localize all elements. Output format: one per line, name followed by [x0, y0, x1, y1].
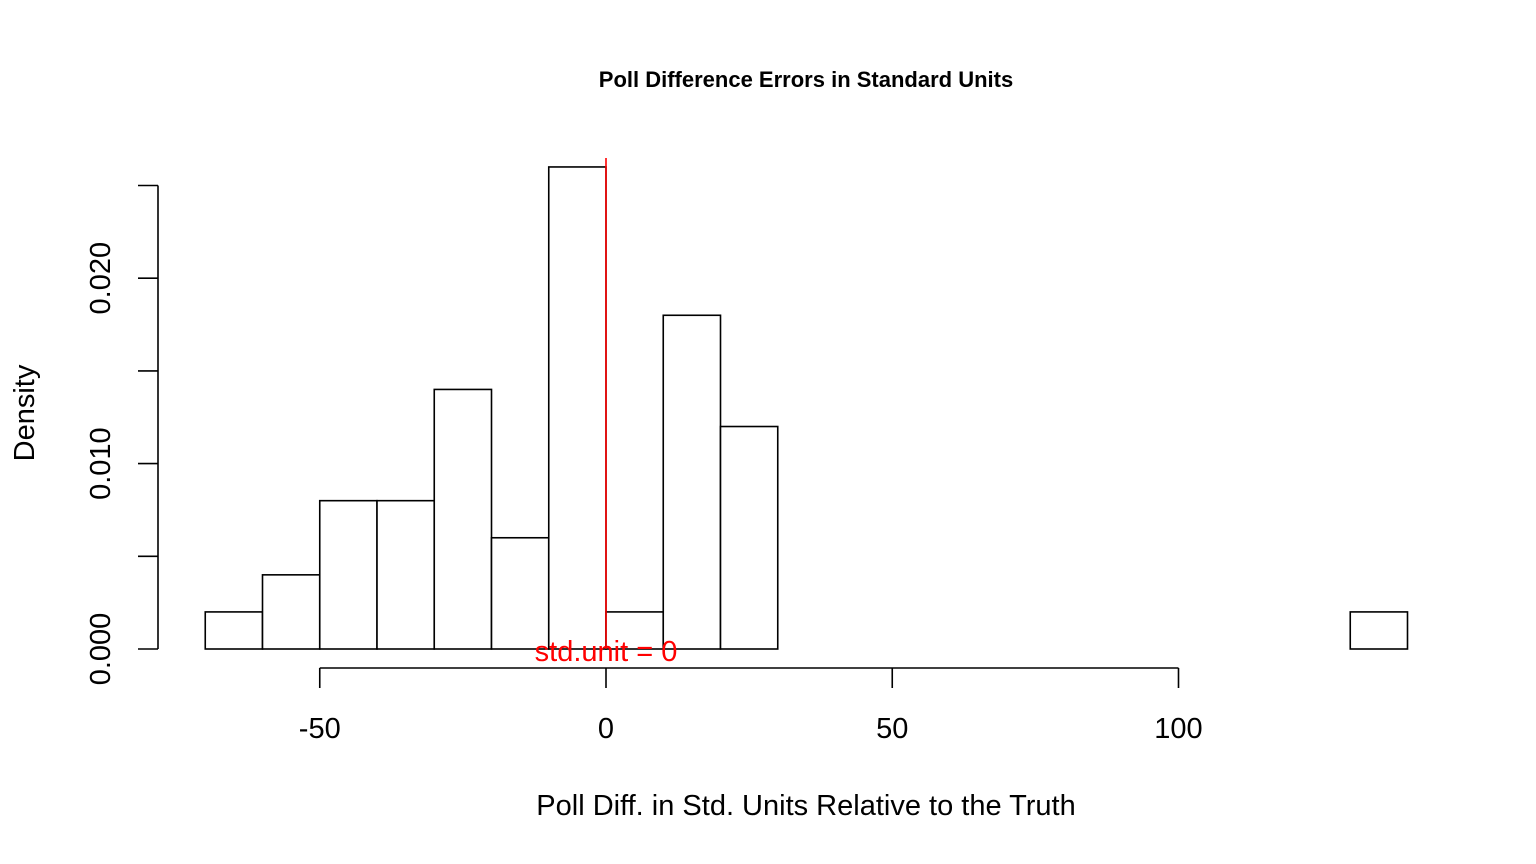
histogram-bar [1349, 611, 1409, 650]
y-tick-label: 0.020 [85, 242, 117, 315]
chart-title: Poll Difference Errors in Standard Units [599, 67, 1013, 92]
histogram-bar [547, 166, 607, 650]
y-axis: 0.000 0.010 0.020 [85, 184, 159, 686]
histogram-bar [662, 314, 722, 650]
histogram-bar [261, 574, 321, 650]
histogram-bar [318, 499, 378, 650]
y-axis-title: Density [9, 364, 41, 461]
reference-line-label: std.unit = 0 [535, 636, 678, 668]
histogram-bar [376, 499, 436, 650]
x-tick-label: 50 [876, 713, 908, 745]
x-axis: -50 0 50 100 [299, 667, 1203, 745]
x-axis-title: Poll Diff. in Std. Units Relative to the… [536, 790, 1075, 822]
histogram-bar [204, 611, 264, 650]
histogram-bar [433, 388, 493, 650]
histogram-bar [490, 536, 550, 650]
histogram-bar [719, 425, 779, 650]
y-tick-label: 0.010 [85, 427, 117, 500]
x-tick-label: 100 [1154, 713, 1202, 745]
reference-line-group: std.unit = 0 [535, 158, 678, 668]
x-tick-label: 0 [598, 713, 614, 745]
x-tick-label: -50 [299, 713, 341, 745]
y-tick-label: 0.000 [85, 613, 117, 686]
histogram-bars [204, 166, 1409, 650]
